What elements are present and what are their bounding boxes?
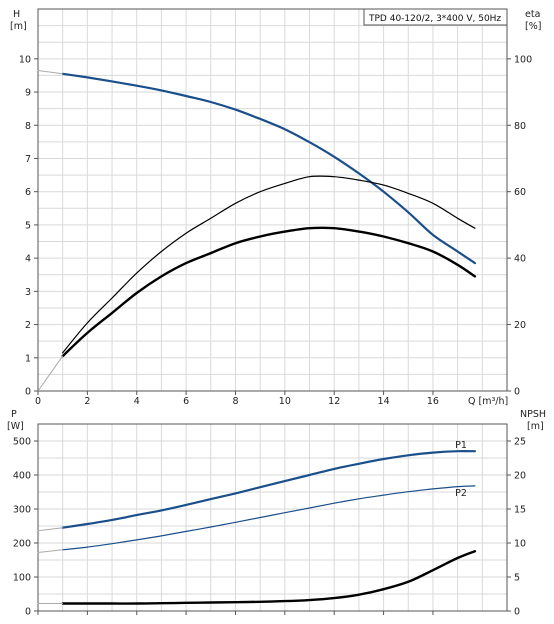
- top-left-tick-label: 2: [25, 320, 31, 331]
- top-series-line-1: [37, 70, 64, 75]
- bottom-left-tick-label: 100: [13, 573, 31, 584]
- top-left-tick-label: 3: [25, 287, 31, 298]
- bottom-left-axis-label-line2: [W]: [7, 421, 24, 432]
- top-x-tick-label: 8: [232, 396, 238, 407]
- bottom-left-tick-label: 300: [13, 505, 31, 516]
- bottom-right-tick-label: 20: [514, 471, 526, 482]
- top-right-tick-label: 60: [514, 187, 526, 198]
- top-series-line-0: [61, 72, 476, 265]
- bottom-right-tick-label: 25: [514, 437, 526, 448]
- top-left-tick-label: 10: [19, 54, 31, 65]
- top-left-axis-label-line2: [m]: [10, 21, 27, 32]
- series-label-p2: P2: [455, 488, 467, 499]
- top-series-line-2: [62, 175, 476, 354]
- top-left-tick-label: 4: [25, 254, 31, 265]
- bottom-right-tick-label: 5: [514, 573, 520, 584]
- top-right-tick-label: 0: [514, 387, 520, 398]
- top-right-axis-label-line2: [%]: [525, 21, 541, 32]
- series-p1-line: [61, 450, 476, 529]
- bottom-right-axis-label-line2: [m]: [527, 421, 544, 432]
- bottom-left-tick-label: 500: [13, 437, 31, 448]
- top-x-tick-label: 6: [183, 396, 189, 407]
- bottom-left-tick-label: 400: [13, 471, 31, 482]
- top-left-axis-label-line1: H: [13, 9, 20, 20]
- top-right-tick-label: 100: [514, 54, 532, 65]
- series-label-p1: P1: [455, 440, 467, 451]
- bottom-plot-frame: [37, 423, 508, 612]
- bottom-series-line-2: [37, 527, 64, 532]
- top-right-axis-label-line1: eta: [525, 9, 540, 20]
- chart-title: TPD 40-120/2, 3*400 V, 50Hz: [368, 14, 501, 24]
- top-left-tick-label: 0: [25, 387, 31, 398]
- top-x-tick-label: 4: [134, 396, 140, 407]
- top-left-tick-label: 1: [25, 353, 31, 364]
- top-x-tick-label: 14: [378, 396, 390, 407]
- bottom-left-tick-label: 200: [13, 539, 31, 550]
- bottom-series-line-3: [37, 549, 64, 553]
- bottom-series-line-4: [61, 550, 477, 605]
- top-left-tick-label: 6: [25, 187, 31, 198]
- series-p2-line: [62, 485, 476, 551]
- top-right-tick-label: 80: [514, 121, 526, 132]
- top-plot-frame: [37, 8, 508, 392]
- bottom-right-tick-label: 0: [514, 607, 520, 618]
- top-left-tick-label: 8: [25, 121, 31, 132]
- bottom-right-tick-label: 10: [514, 539, 526, 550]
- top-x-tick-label: 0: [35, 396, 41, 407]
- bottom-left-axis-label-line1: P: [11, 409, 17, 420]
- top-series-line-4: [37, 355, 64, 392]
- top-left-tick-label: 9: [25, 88, 31, 99]
- top-right-tick-label: 40: [514, 254, 526, 265]
- bottom-right-tick-label: 15: [514, 505, 526, 516]
- top-x-tick-label: 2: [84, 396, 90, 407]
- bottom-left-tick-label: 0: [25, 607, 31, 618]
- bottom-panel-series: P1 P2: [37, 440, 477, 605]
- chart-title-box: [363, 8, 508, 26]
- top-left-tick-label: 7: [25, 154, 31, 165]
- top-panel-grid: [38, 9, 507, 391]
- top-right-tick-label: 20: [514, 320, 526, 331]
- x-axis-label: Q [m³/h]: [468, 396, 508, 407]
- top-series-line-3: [61, 226, 477, 358]
- top-x-tick-label: 12: [328, 396, 340, 407]
- top-x-tick-label: 10: [279, 396, 291, 407]
- bottom-right-axis-label-line1: NPSH: [520, 409, 546, 420]
- top-panel-series: [37, 70, 477, 392]
- top-left-tick-label: 5: [25, 220, 31, 231]
- top-x-tick-label: 16: [427, 396, 439, 407]
